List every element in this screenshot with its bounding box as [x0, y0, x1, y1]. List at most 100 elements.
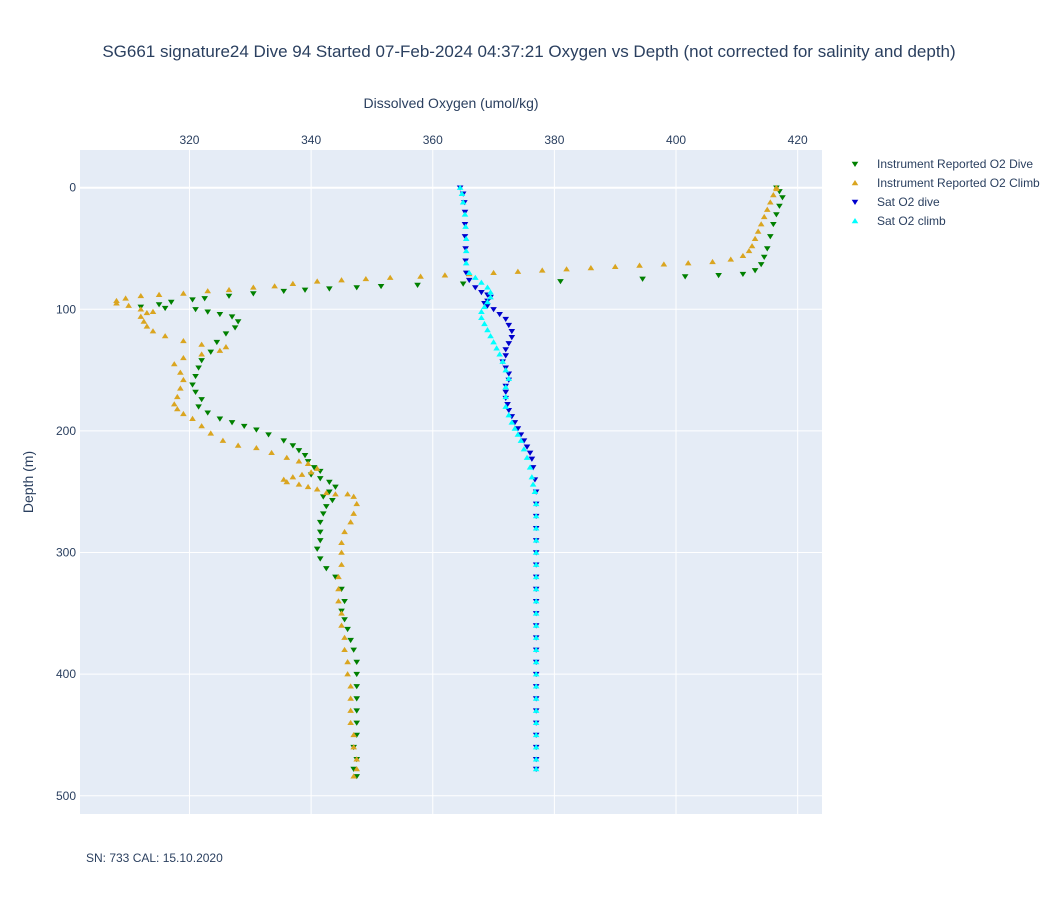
data-point — [253, 427, 260, 433]
data-point — [350, 766, 357, 772]
data-point — [745, 247, 753, 254]
data-point — [499, 358, 506, 364]
data-point — [338, 549, 345, 555]
data-point — [587, 264, 595, 271]
x-axis-label: Dissolved Oxygen (umol/kg) — [363, 95, 538, 111]
data-point — [763, 246, 771, 252]
data-point — [161, 305, 169, 312]
data-point — [265, 432, 272, 438]
data-point — [228, 420, 236, 426]
data-point — [532, 537, 540, 543]
data-point — [757, 262, 765, 268]
data-point — [505, 341, 513, 347]
data-point — [532, 513, 540, 519]
data-point — [329, 498, 336, 504]
data-point — [323, 489, 330, 496]
data-point — [177, 369, 184, 375]
data-point — [639, 276, 646, 282]
legend-marker-icon — [851, 161, 859, 167]
data-point — [353, 696, 361, 702]
data-point — [189, 382, 196, 388]
data-point — [484, 327, 491, 333]
data-point — [189, 415, 196, 421]
legend-item[interactable]: Sat O2 dive — [851, 195, 940, 209]
data-point — [508, 419, 516, 425]
data-point — [532, 719, 540, 726]
data-point — [195, 365, 202, 371]
legend-item[interactable]: Instrument Reported O2 Dive — [851, 157, 1034, 171]
data-point — [462, 270, 470, 276]
data-point — [347, 719, 354, 726]
data-point — [520, 438, 528, 444]
data-point — [511, 425, 519, 431]
data-point — [192, 389, 199, 395]
data-point — [481, 320, 488, 327]
data-point — [216, 347, 224, 353]
data-point — [192, 373, 199, 380]
data-point — [295, 481, 303, 487]
data-point — [502, 384, 510, 390]
data-point — [316, 556, 324, 562]
data-point — [192, 307, 199, 313]
data-point — [319, 511, 327, 517]
data-point — [462, 258, 469, 264]
data-point — [502, 403, 510, 409]
data-point — [487, 289, 494, 295]
data-point — [481, 303, 488, 310]
data-point — [748, 243, 756, 249]
data-point — [350, 493, 357, 499]
data-point — [313, 486, 321, 492]
data-point — [763, 206, 771, 212]
data-point — [174, 393, 181, 400]
data-point — [502, 367, 510, 373]
data-point — [283, 454, 291, 460]
data-point — [514, 268, 522, 274]
data-point — [167, 299, 175, 305]
data-point — [681, 274, 689, 280]
data-point — [201, 296, 208, 302]
data-point — [198, 341, 205, 347]
data-point — [180, 290, 187, 296]
data-point — [456, 184, 464, 190]
data-point — [344, 491, 351, 497]
data-point — [532, 695, 540, 701]
data-point — [751, 235, 759, 242]
data-point — [347, 683, 354, 689]
series-3 — [456, 184, 540, 772]
data-point — [326, 286, 333, 292]
data-point — [234, 442, 242, 448]
data-point — [465, 269, 473, 276]
data-point — [225, 286, 233, 293]
data-point — [204, 410, 212, 416]
data-point — [353, 720, 361, 726]
data-point — [526, 464, 534, 470]
data-point — [231, 325, 239, 331]
data-point — [137, 313, 145, 319]
legend-item[interactable]: Instrument Reported O2 Climb — [851, 176, 1040, 190]
data-point — [137, 306, 145, 312]
legend-label: Sat O2 climb — [877, 214, 946, 228]
legend[interactable]: Instrument Reported O2 Dive Instrument Re… — [851, 157, 1040, 228]
data-point — [478, 290, 485, 296]
data-point — [240, 423, 248, 430]
data-point — [350, 647, 357, 653]
data-point — [316, 476, 324, 482]
data-point — [353, 659, 361, 665]
data-point — [313, 278, 321, 284]
data-point — [213, 339, 221, 346]
data-point — [532, 744, 540, 750]
data-point — [353, 684, 361, 690]
data-point — [347, 637, 354, 644]
data-point — [441, 272, 449, 278]
data-point — [347, 519, 354, 525]
data-point — [760, 213, 768, 220]
legend-item[interactable]: Sat O2 climb — [851, 214, 946, 228]
data-point — [502, 347, 510, 353]
data-point — [462, 235, 470, 242]
data-point — [776, 203, 783, 209]
data-point — [523, 444, 531, 450]
data-point — [298, 471, 306, 477]
data-point — [198, 351, 205, 357]
data-point — [289, 474, 297, 480]
